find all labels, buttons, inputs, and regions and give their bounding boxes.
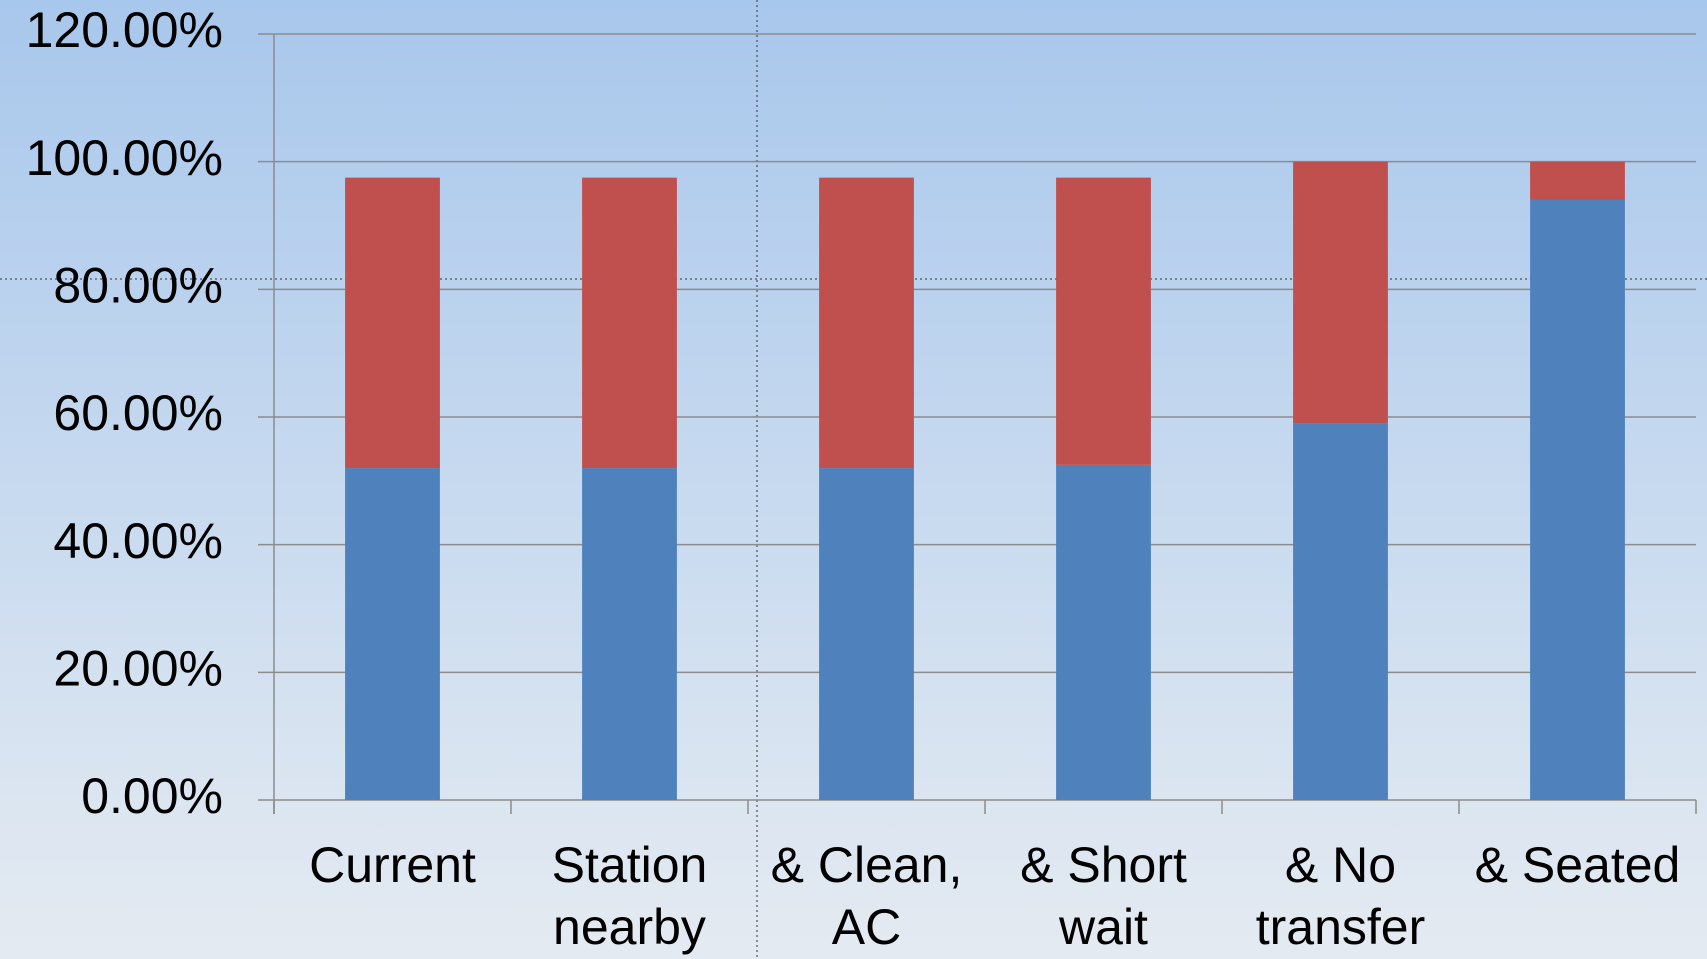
bar-segment [345,468,440,800]
bar-segment [1056,464,1151,800]
bar-segment [1530,161,1625,200]
bar-segment [1293,161,1388,424]
x-tick-label: & No transfer [1255,837,1426,955]
x-tick-label: Station nearby [551,837,708,955]
y-tick-label: 20.00% [53,641,223,697]
bar-segment [819,177,914,469]
y-tick-label: 120.00% [26,2,223,58]
bar-segment [582,468,677,800]
bar-segment [1056,177,1151,465]
bar-segment [345,177,440,469]
y-tick-label: 60.00% [53,385,223,441]
x-tick-label: & Clean, AC [770,837,963,955]
bar-segment [819,468,914,800]
bar-segment [582,177,677,469]
x-tick-label: & Short wait [1020,837,1187,955]
y-tick-label: 40.00% [53,513,223,569]
y-tick-label: 80.00% [53,258,223,314]
y-tick-label: 0.00% [81,768,223,824]
x-tick-label: & Seated [1474,837,1681,893]
bar-segment [1293,423,1388,800]
bar-segment [1530,199,1625,800]
y-tick-label: 100.00% [26,130,223,186]
x-tick-label: Current [309,837,476,893]
